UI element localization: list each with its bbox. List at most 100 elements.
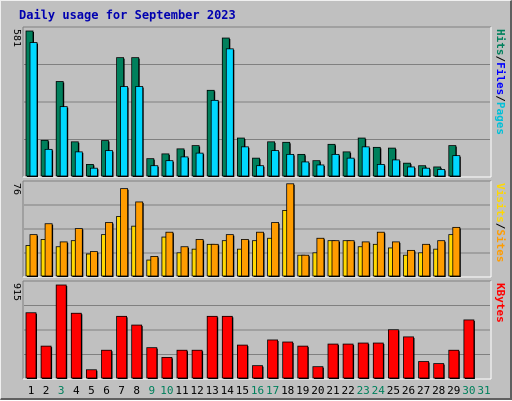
bar-files bbox=[74, 151, 83, 177]
bar-kbytes bbox=[342, 343, 354, 379]
bar-sites bbox=[225, 234, 234, 277]
bar-sites bbox=[437, 240, 446, 277]
bar-kbytes bbox=[418, 361, 430, 379]
day-label: 25 bbox=[387, 384, 400, 397]
bar-files bbox=[452, 155, 461, 177]
bar-files bbox=[301, 161, 310, 177]
bar-sites bbox=[74, 228, 83, 277]
day-label: 30 bbox=[462, 384, 475, 397]
day-label: 31 bbox=[477, 384, 490, 397]
day-label: 16 bbox=[251, 384, 264, 397]
day-label: 19 bbox=[296, 384, 309, 397]
legend-label: Hits/Files/Pages bbox=[494, 29, 507, 135]
bar-files bbox=[90, 167, 98, 177]
bar-kbytes bbox=[206, 315, 218, 379]
bar-sites bbox=[165, 231, 174, 277]
day-label: 21 bbox=[326, 384, 339, 397]
legend-label: Visits/Sites bbox=[494, 183, 507, 263]
day-label: 29 bbox=[447, 384, 460, 397]
bar-files bbox=[407, 166, 415, 177]
bar-kbytes bbox=[433, 363, 445, 379]
bar-files bbox=[165, 160, 174, 177]
day-label: 6 bbox=[103, 384, 110, 397]
chart-title: Daily usage for September 2023 bbox=[19, 8, 236, 22]
bar-files bbox=[210, 99, 219, 177]
bar-files bbox=[29, 42, 38, 177]
day-label: 20 bbox=[311, 384, 324, 397]
bar-sites bbox=[376, 231, 385, 277]
bar-files bbox=[135, 86, 144, 177]
bar-kbytes bbox=[116, 315, 127, 379]
bar-files bbox=[105, 150, 113, 177]
bar-kbytes bbox=[252, 365, 263, 379]
bar-kbytes bbox=[282, 341, 294, 379]
bar-sites bbox=[271, 222, 280, 277]
legend-files: Files bbox=[494, 62, 507, 95]
bar-sites bbox=[452, 226, 461, 277]
bar-sites bbox=[256, 231, 264, 277]
bar-sites bbox=[407, 249, 415, 277]
bar-kbytes bbox=[312, 366, 324, 379]
day-label: 10 bbox=[160, 384, 173, 397]
day-label: 2 bbox=[43, 384, 50, 397]
day-label: 8 bbox=[133, 384, 140, 397]
bar-files bbox=[180, 156, 189, 177]
legend-separator: / bbox=[494, 56, 507, 63]
bar-sites bbox=[361, 241, 370, 277]
bar-files bbox=[376, 164, 385, 177]
bar-kbytes bbox=[357, 342, 369, 379]
legend-sites: Sites bbox=[494, 229, 507, 262]
bar-files bbox=[44, 148, 53, 177]
legend-separator: / bbox=[494, 95, 507, 102]
bar-files bbox=[256, 165, 264, 177]
bar-files bbox=[331, 153, 340, 177]
bar-sites bbox=[90, 251, 98, 277]
bar-files bbox=[286, 153, 295, 177]
bar-files bbox=[422, 167, 431, 177]
day-label: 22 bbox=[341, 384, 354, 397]
bar-kbytes bbox=[40, 345, 52, 379]
bar-kbytes bbox=[146, 347, 158, 379]
bar-hits bbox=[372, 146, 381, 177]
bar-kbytes bbox=[161, 357, 173, 379]
bar-kbytes bbox=[131, 324, 143, 379]
day-label: 9 bbox=[148, 384, 155, 397]
bar-files bbox=[150, 165, 159, 177]
day-label: 18 bbox=[281, 384, 294, 397]
legend-separator: / bbox=[494, 223, 507, 230]
bar-sites bbox=[44, 223, 53, 277]
axis-max-label: 76 bbox=[11, 183, 22, 195]
bar-kbytes bbox=[327, 343, 339, 379]
bar-sites bbox=[316, 237, 325, 277]
bar-kbytes bbox=[70, 312, 82, 379]
bar-sites bbox=[105, 222, 113, 277]
day-label: 3 bbox=[58, 384, 65, 397]
bar-files bbox=[271, 150, 280, 177]
day-label: 1 bbox=[28, 384, 35, 397]
day-label: 12 bbox=[190, 384, 203, 397]
day-label: 17 bbox=[266, 384, 279, 397]
legend-label: KBytes bbox=[494, 283, 507, 323]
legend-visits: Visits bbox=[494, 183, 507, 223]
day-label: 14 bbox=[221, 384, 235, 397]
bar-kbytes bbox=[101, 349, 112, 379]
day-label: 28 bbox=[432, 384, 445, 397]
bar-files bbox=[437, 169, 446, 177]
bar-sites bbox=[331, 240, 340, 277]
day-label: 15 bbox=[236, 384, 249, 397]
bar-sites bbox=[391, 241, 400, 277]
bar-files bbox=[361, 146, 370, 177]
bar-sites bbox=[346, 240, 355, 277]
bar-files bbox=[391, 159, 400, 177]
bar-kbytes bbox=[448, 349, 460, 379]
bar-sites bbox=[210, 243, 219, 277]
bar-sites bbox=[195, 239, 204, 277]
bar-sites bbox=[120, 188, 128, 277]
bar-sites bbox=[150, 256, 159, 277]
bar-sites bbox=[135, 201, 144, 277]
bar-kbytes bbox=[221, 315, 233, 379]
bar-files bbox=[59, 106, 68, 177]
bar-sites bbox=[29, 234, 38, 277]
day-label: 5 bbox=[88, 384, 95, 397]
